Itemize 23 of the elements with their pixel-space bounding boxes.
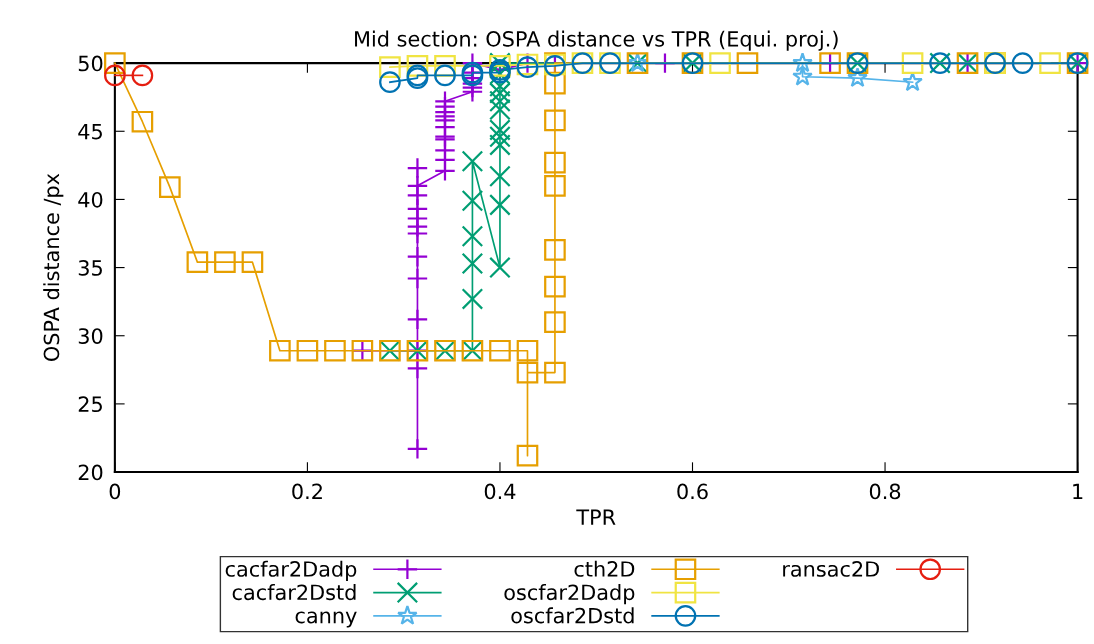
- y-axis-title: OSPA distance /px: [43, 173, 64, 362]
- x-tick-label: 0.4: [484, 483, 516, 500]
- legend-label: oscfar2Dadp: [504, 584, 635, 605]
- legend-label: ransac2D: [783, 561, 879, 577]
- legend-label: canny: [295, 611, 357, 628]
- y-tick-label: 35: [78, 260, 102, 276]
- legend-label: oscfar2Dstd: [511, 607, 634, 624]
- y-tick-label: 45: [78, 123, 102, 140]
- y-tick-label: 30: [78, 328, 103, 344]
- x-tick-label: 0: [109, 483, 121, 500]
- x-tick-label: 0.6: [677, 483, 708, 500]
- legend-label: cth2D: [574, 560, 635, 577]
- y-tick-label: 25: [78, 396, 102, 413]
- legend-label: cacfar2Dadp: [225, 560, 357, 581]
- y-tick-label: 40: [78, 191, 103, 208]
- legend-label: cacfar2Dstd: [232, 584, 356, 601]
- x-tick-label: 0.8: [869, 483, 901, 500]
- x-tick-label: 1: [1073, 483, 1083, 499]
- chart-title: Mid section: OSPA distance vs TPR (Equi. proj.): [355, 30, 838, 51]
- x-axis-title: TPR: [576, 509, 616, 525]
- y-tick-label: 50: [78, 55, 103, 72]
- y-tick-label: 20: [78, 464, 103, 481]
- x-tick-label: 0.2: [292, 483, 322, 500]
